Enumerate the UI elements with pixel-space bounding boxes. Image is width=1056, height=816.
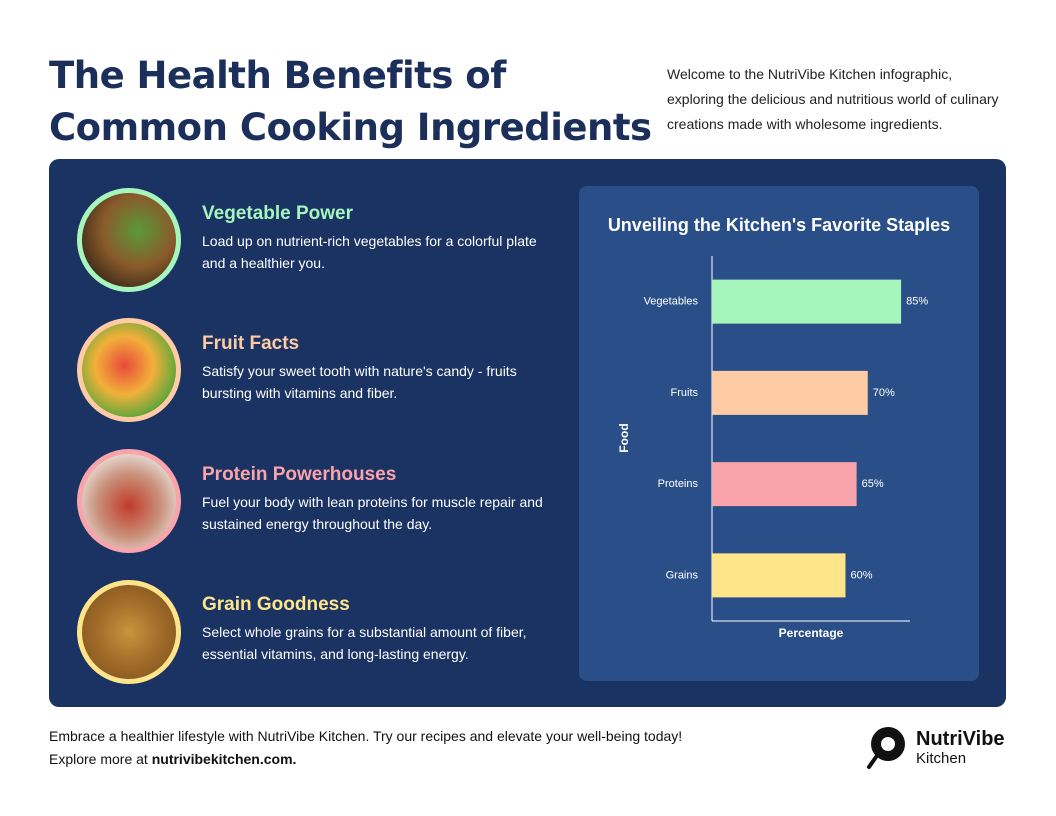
y-tick-label: Vegetables xyxy=(644,296,699,308)
section-heading: Vegetable Power xyxy=(202,203,354,224)
value-label: 85% xyxy=(906,296,928,308)
footer-text: Embrace a healthier lifestyle with Nutri… xyxy=(49,728,683,744)
title: The Health Benefits of Common Cooking In… xyxy=(49,50,652,154)
chart: Unveiling the Kitchen's Favorite Staples… xyxy=(608,215,950,640)
value-label: 65% xyxy=(862,478,884,490)
value-label: 70% xyxy=(873,387,895,399)
section-heading: Grain Goodness xyxy=(202,594,350,615)
grain-image xyxy=(77,580,181,684)
logo-icon xyxy=(867,727,905,769)
section-text: Fuel your body with lean proteins for mu… xyxy=(202,494,543,532)
y-tick-label: Fruits xyxy=(671,387,699,399)
bar xyxy=(712,462,857,507)
brand: NutriVibe xyxy=(916,728,1005,750)
value-label: 60% xyxy=(850,569,872,581)
bar xyxy=(712,553,846,598)
footer-link[interactable]: nutrivibekitchen.com. xyxy=(151,751,297,767)
y-axis-label: Food xyxy=(617,423,631,452)
footer-prefix: Explore more at xyxy=(49,751,148,767)
bar xyxy=(712,279,902,324)
brand-sub: Kitchen xyxy=(916,750,967,767)
section-heading: Fruit Facts xyxy=(202,333,300,354)
section-text: Load up on nutrient-rich vegetables for … xyxy=(202,233,537,271)
x-axis-label: Percentage xyxy=(779,626,844,640)
footer-explore: Explore more at nutrivibekitchen.com. xyxy=(49,751,296,767)
section-text: Satisfy your sweet tooth with nature's c… xyxy=(202,363,517,401)
vegetable-image xyxy=(77,188,181,292)
title-line: Common Cooking Ingredients xyxy=(49,106,652,149)
intro: Welcome to the NutriVibe Kitchen infogra… xyxy=(667,66,999,132)
title-line: The Health Benefits of xyxy=(49,54,506,97)
chart-title: Unveiling the Kitchen's Favorite Staples xyxy=(608,215,950,235)
fruit-image xyxy=(77,318,181,422)
section-text: Select whole grains for a substantial am… xyxy=(202,624,527,662)
chart-card: Unveiling the Kitchen's Favorite Staples… xyxy=(579,186,979,681)
y-tick-label: Grains xyxy=(666,569,699,581)
y-tick-label: Proteins xyxy=(658,478,699,490)
section-heading: Protein Powerhouses xyxy=(202,464,397,485)
protein-image xyxy=(77,449,181,553)
bar xyxy=(712,370,868,415)
